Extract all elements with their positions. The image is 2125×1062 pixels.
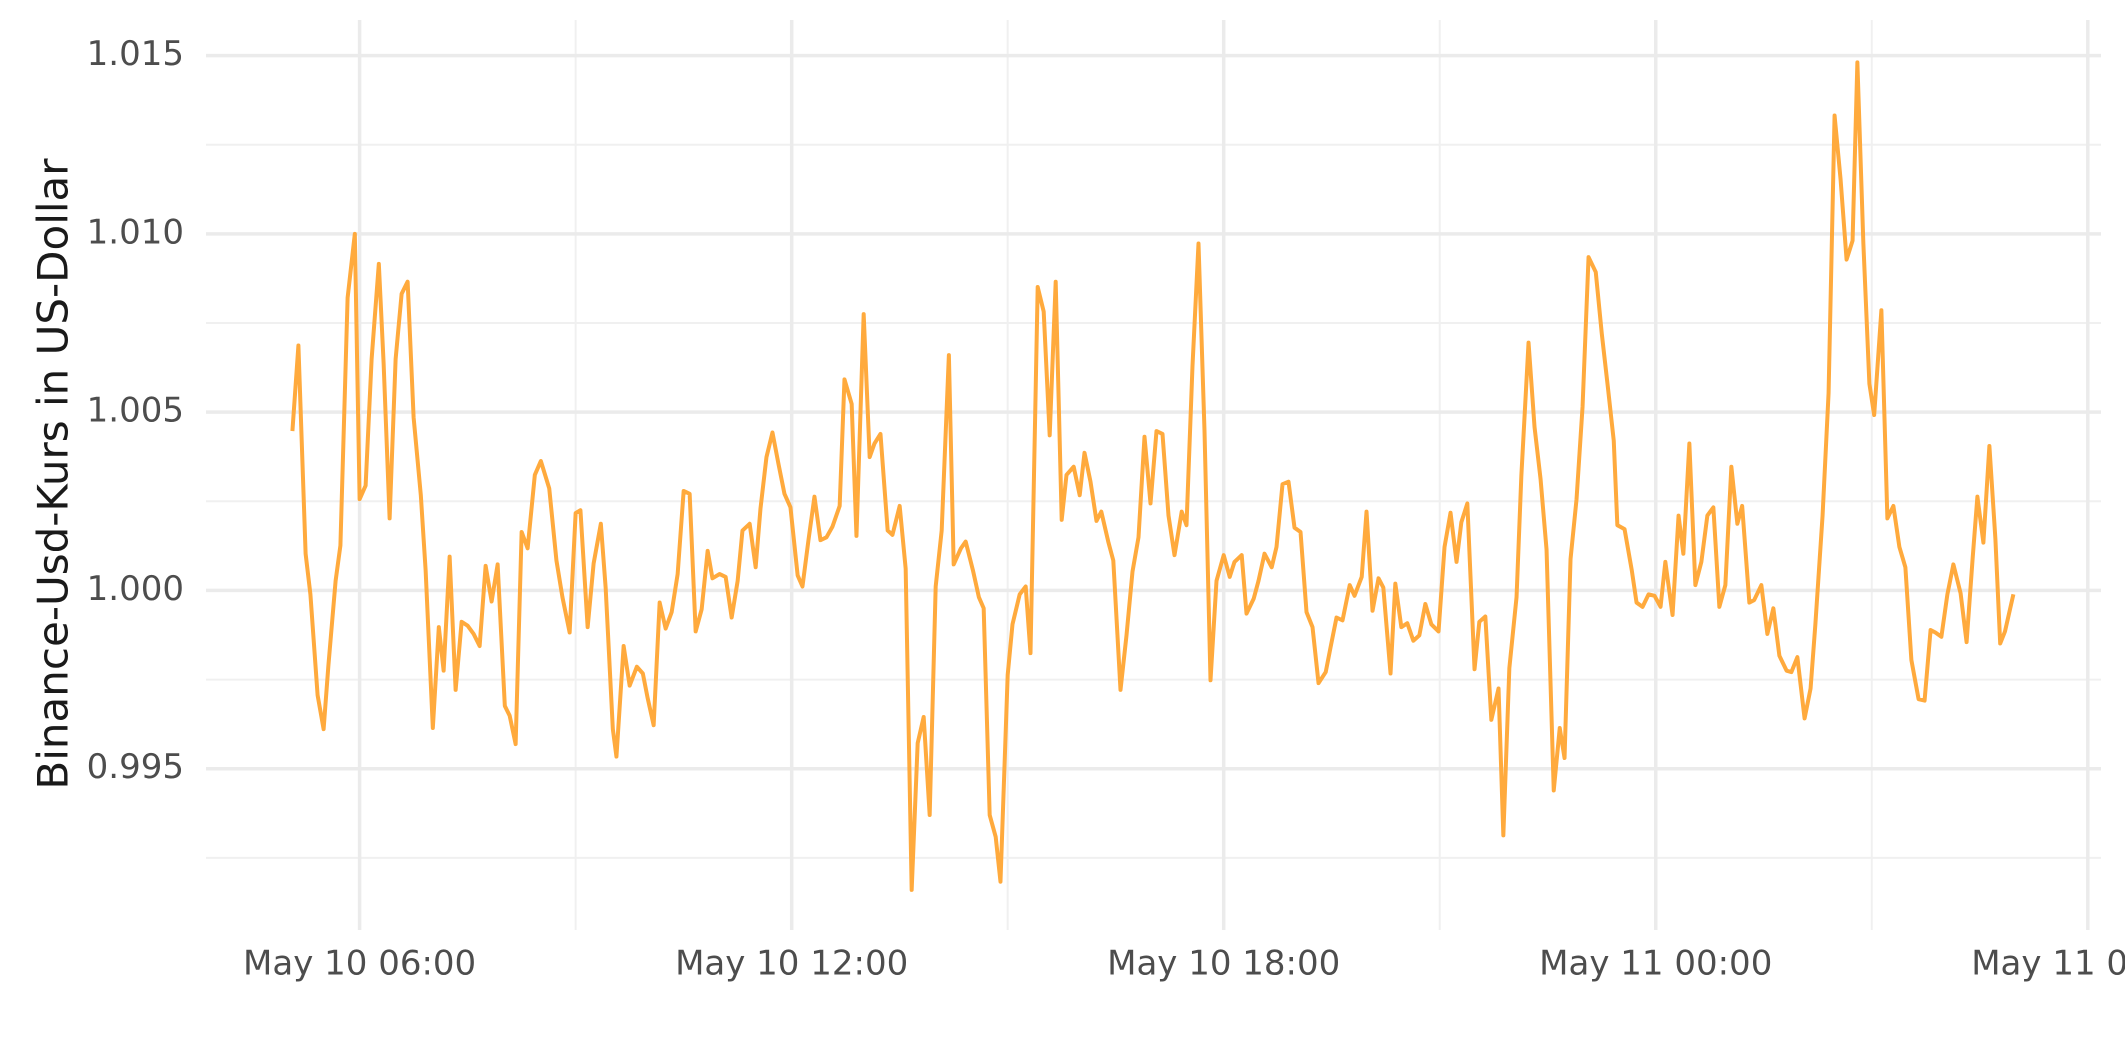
y-tick-label: 1.015	[87, 34, 184, 74]
price-line	[290, 60, 2016, 892]
x-tick-label: May 11 00:00	[1539, 944, 1772, 984]
y-tick-label: 0.995	[87, 747, 184, 787]
x-tick-label: May 11 06:00	[1971, 944, 2125, 984]
y-tick-label: 1.010	[87, 212, 184, 252]
x-tick-label: May 10 12:00	[675, 944, 908, 984]
x-tick-label: May 10 18:00	[1107, 944, 1340, 984]
x-tick-label: May 10 06:00	[243, 944, 476, 984]
y-tick-label: 1.000	[87, 569, 184, 609]
y-tick-label: 1.005	[87, 391, 184, 431]
y-axis-title: Binance-Usd-Kurs in US-Dollar	[29, 158, 78, 790]
